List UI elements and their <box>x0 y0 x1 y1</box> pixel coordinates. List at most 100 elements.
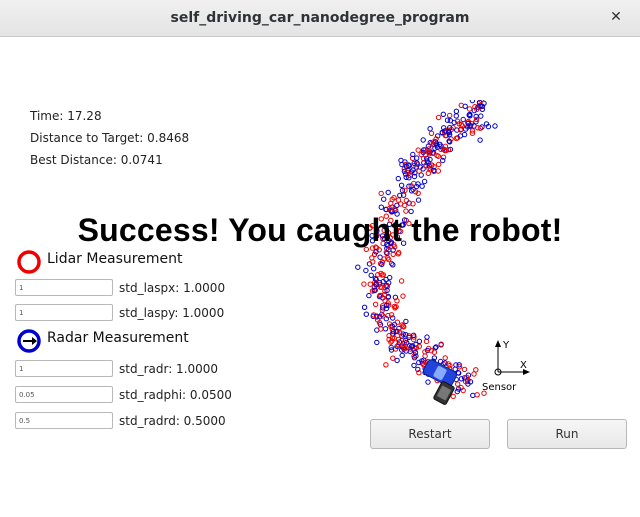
lidar-marker <box>402 346 408 352</box>
radar-marker <box>456 362 462 368</box>
lidar-marker <box>415 190 421 197</box>
radar-marker <box>463 126 469 132</box>
lidar-marker <box>475 125 481 131</box>
radar-marker <box>368 272 374 279</box>
std-laspx-label: std_laspx: 1.0000 <box>119 281 226 295</box>
radar-marker <box>382 326 389 332</box>
radar-marker <box>380 278 386 285</box>
lidar-marker <box>428 130 435 136</box>
run-button[interactable]: Run <box>507 419 627 449</box>
radar-marker <box>454 388 461 395</box>
radar-marker <box>390 262 396 268</box>
radar-marker <box>384 250 390 257</box>
std-laspy-input[interactable] <box>15 304 113 321</box>
radar-marker <box>470 392 476 399</box>
radar-marker <box>440 111 447 118</box>
x-axis-label: X <box>520 360 527 371</box>
radar-marker <box>447 139 453 145</box>
radar-marker <box>396 339 403 345</box>
std-radrd-input[interactable] <box>15 412 113 429</box>
best-distance-readout: Best Distance: 0.0741 <box>30 153 163 167</box>
std-radrd-label: std_radrd: 0.5000 <box>119 414 226 428</box>
radar-marker <box>394 357 400 364</box>
lidar-marker <box>378 270 384 277</box>
radar-marker <box>414 155 420 161</box>
lidar-marker <box>426 165 432 172</box>
radar-marker <box>371 266 377 272</box>
robot-car-icon <box>433 381 455 405</box>
radar-marker <box>379 233 386 239</box>
std-radphi-input[interactable] <box>15 386 113 403</box>
radar-marker <box>419 183 425 189</box>
radar-marker <box>411 173 418 180</box>
lidar-marker <box>394 298 400 304</box>
radar-marker <box>373 277 379 283</box>
lidar-marker <box>472 104 478 110</box>
lidar-marker <box>420 155 427 162</box>
radar-marker <box>394 202 400 209</box>
restart-button[interactable]: Restart <box>370 419 490 449</box>
lidar-marker <box>390 251 396 258</box>
lidar-marker <box>378 190 384 197</box>
radar-marker <box>415 366 421 373</box>
lidar-marker <box>450 393 456 400</box>
lidar-marker <box>447 112 453 119</box>
radar-marker <box>385 189 391 196</box>
success-banner: Success! You caught the robot! <box>77 212 563 248</box>
lidar-marker <box>386 205 393 212</box>
lidar-marker <box>373 314 380 320</box>
lidar-marker <box>458 122 465 128</box>
radar-marker <box>426 163 432 169</box>
lidar-marker <box>429 162 435 168</box>
radar-marker <box>373 249 379 255</box>
lidar-marker <box>428 348 434 354</box>
radar-marker <box>412 350 419 356</box>
time-readout: Time: 17.28 <box>30 109 102 123</box>
lidar-marker <box>440 154 447 160</box>
close-icon[interactable]: ✕ <box>610 9 622 25</box>
lidar-marker <box>423 338 430 345</box>
lidar-marker <box>402 187 408 194</box>
radar-marker <box>444 117 451 123</box>
lidar-marker <box>361 281 367 287</box>
lidar-marker <box>387 244 393 250</box>
sensor-axes: Y X Sensor <box>482 340 530 393</box>
std-radr-label: std_radr: 1.0000 <box>119 362 219 376</box>
lidar-marker <box>372 301 379 308</box>
radar-marker <box>363 267 369 274</box>
std-laspx-input[interactable] <box>15 279 113 296</box>
lidar-marker <box>388 200 394 207</box>
lidar-marker <box>416 168 422 174</box>
radar-marker <box>432 145 438 151</box>
radar-marker <box>402 171 409 177</box>
lidar-marker <box>410 201 416 207</box>
radar-marker <box>415 197 422 203</box>
std-radr-input[interactable] <box>15 360 113 377</box>
lidar-marker <box>381 291 388 298</box>
lidar-marker <box>380 313 386 319</box>
radar-marker <box>434 144 441 150</box>
lidar-label: Lidar Measurement <box>47 251 183 267</box>
radar-marker <box>467 379 474 385</box>
radar-marker <box>380 305 386 311</box>
radar-marker <box>372 276 379 282</box>
lidar-marker <box>385 312 391 319</box>
lidar-marker <box>403 208 409 214</box>
y-axis-label: Y <box>502 340 510 351</box>
radar-marker <box>378 204 384 210</box>
lidar-marker <box>466 106 473 112</box>
lidar-marker <box>422 349 428 355</box>
std-laspy-label: std_laspy: 1.0000 <box>119 306 225 320</box>
lidar-marker <box>390 355 396 361</box>
radar-marker <box>361 304 368 311</box>
radar-circle-arrow-icon <box>17 329 41 353</box>
lidar-marker <box>433 136 439 142</box>
radar-marker <box>388 240 394 247</box>
radar-marker <box>410 151 416 158</box>
radar-legend: Radar Measurement <box>16 328 216 353</box>
radar-marker <box>425 143 432 149</box>
radar-marker <box>410 332 417 339</box>
radar-marker <box>479 106 486 113</box>
radar-marker <box>485 123 492 130</box>
lidar-marker <box>478 100 484 104</box>
